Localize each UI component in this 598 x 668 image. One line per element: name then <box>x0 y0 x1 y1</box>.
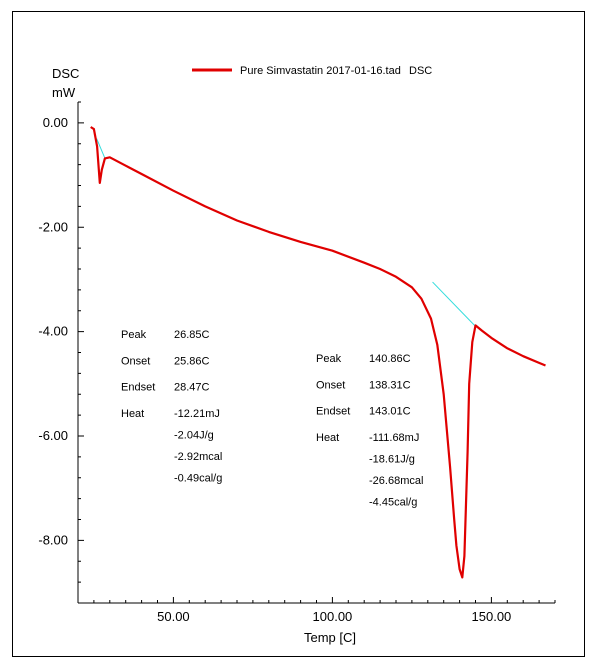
chart-frame <box>12 11 585 657</box>
series-line <box>90 126 546 579</box>
y-axis-unit: mW <box>52 85 76 100</box>
annotation-value: 25.86C <box>174 355 210 367</box>
annotation-value: 28.47C <box>174 382 210 394</box>
y-tick-label: -6.00 <box>38 428 68 443</box>
annotation-value: -12.21mJ <box>174 408 220 420</box>
peak-baseline <box>432 281 476 327</box>
annotation-value: 138.31C <box>369 379 411 391</box>
y-tick-label: -8.00 <box>38 532 68 547</box>
annotation-value: -2.92mcal <box>174 451 222 463</box>
annotation-label: Heat <box>316 432 339 444</box>
annotation-label: Onset <box>121 355 150 367</box>
annotation-label: Peak <box>121 329 147 341</box>
plot-area <box>90 126 546 579</box>
annotation-value: -2.04J/g <box>174 429 214 441</box>
annotation-label: Onset <box>316 379 345 391</box>
peak-baseline <box>96 138 106 159</box>
y-tick-label: -4.00 <box>38 324 68 339</box>
annotation-label: Heat <box>121 408 144 420</box>
legend-label: Pure Simvastatin 2017-01-16.tad <box>240 65 401 77</box>
x-tick-label: 50.00 <box>157 609 190 624</box>
y-tick-label: 0.00 <box>43 115 68 130</box>
y-tick-label: -2.00 <box>38 219 68 234</box>
annotation-label: Endset <box>121 382 155 394</box>
legend-tag: DSC <box>409 65 432 77</box>
x-tick-label: 100.00 <box>313 609 353 624</box>
annotation-value: -4.45cal/g <box>369 496 417 508</box>
annotation-label: Endset <box>316 406 350 418</box>
annotation-value: -111.68mJ <box>369 432 419 444</box>
annotation-value: -18.61J/g <box>369 453 415 465</box>
annotation-value: -0.49cal/g <box>174 472 222 484</box>
x-tick-label: 150.00 <box>472 609 512 624</box>
annotation-value: 26.85C <box>174 329 210 341</box>
annotation-value: 143.01C <box>369 406 411 418</box>
y-axis-label: DSC <box>52 66 79 81</box>
annotation-label: Peak <box>316 353 342 365</box>
annotation-value: -26.68mcal <box>369 475 423 487</box>
axes: 0.00 -2.00 -4.00 -6.00 -8.00 50.00 100.00 150.0… <box>38 101 556 624</box>
annotation-value: 140.86C <box>369 353 411 365</box>
annotations: Peak 26.85C Onset 25.86C Endset 28.47C Heat -12… <box>121 329 423 508</box>
legend: Pure Simvastatin 2017-01-16.tad DSC <box>192 65 432 77</box>
x-axis-label: Temp [C] <box>304 630 356 645</box>
